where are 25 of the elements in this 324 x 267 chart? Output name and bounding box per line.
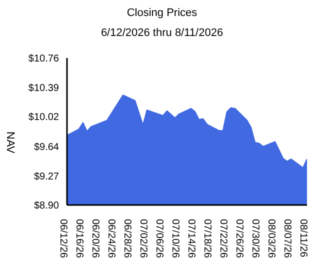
y-tick-label: $10.39 [28, 82, 60, 94]
x-tick-label: 08/03/26 [266, 219, 276, 258]
x-tick-label: 07/02/26 [138, 219, 148, 258]
y-tick-label: $9.27 [34, 171, 60, 182]
y-tick-label: $8.90 [34, 200, 60, 212]
y-tick-label: $9.64 [34, 142, 60, 154]
x-tick-label: 08/11/26 [298, 219, 308, 258]
x-tick-label: 06/28/26 [122, 219, 132, 258]
x-tick-label: 06/20/26 [90, 219, 100, 258]
y-axis-title: NAV [4, 132, 16, 154]
chart-title: Closing Prices [126, 7, 198, 19]
x-tick-label: 07/26/26 [234, 219, 244, 258]
x-tick-label: 06/12/26 [58, 219, 68, 258]
x-tick-label: 06/16/26 [74, 219, 84, 258]
x-tick-label: 08/07/26 [282, 219, 292, 258]
x-tick-label: 07/22/26 [218, 219, 228, 258]
x-tick-label: 07/30/26 [250, 219, 260, 258]
x-tick-label: 07/14/26 [186, 219, 196, 258]
y-tick-label: $10.76 [28, 54, 60, 65]
y-tick-label: $10.02 [28, 112, 60, 124]
x-tick-label: 07/06/26 [154, 219, 164, 258]
x-tick-label: 07/18/26 [202, 219, 212, 258]
chart-subtitle: 6/12/2026 thru 8/11/2026 [100, 27, 224, 39]
x-tick-label: 07/10/26 [170, 219, 180, 258]
x-tick-label: 06/24/26 [106, 219, 116, 258]
